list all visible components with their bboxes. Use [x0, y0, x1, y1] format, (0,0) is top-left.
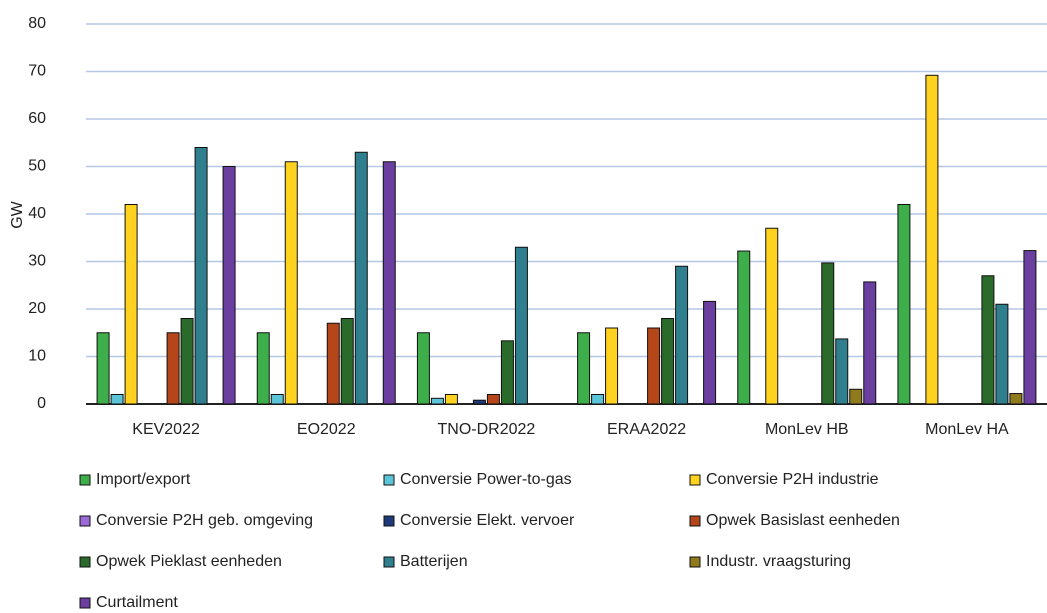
bar — [256, 332, 270, 405]
legend-swatch — [689, 474, 701, 486]
bar — [486, 394, 500, 405]
legend-swatch — [79, 556, 91, 568]
y-tick-label: 80 — [28, 15, 46, 32]
legend-swatch — [79, 474, 91, 486]
bar — [472, 399, 486, 405]
y-tick-label: 10 — [28, 348, 46, 365]
y-tick-label: 50 — [28, 158, 46, 175]
bar — [1009, 393, 1023, 405]
x-tick-label: KEV2022 — [132, 421, 200, 438]
bar — [661, 318, 675, 405]
y-axis-label: GW — [9, 200, 26, 228]
bar — [605, 327, 619, 405]
y-tick-label: 60 — [28, 110, 46, 127]
legend-label: Conversie Power-to-gas — [400, 471, 572, 488]
legend-swatch — [383, 556, 395, 568]
legend-swatch — [383, 474, 395, 486]
bar — [675, 265, 689, 405]
y-tick-label: 30 — [28, 253, 46, 270]
bar — [340, 318, 354, 405]
bar — [737, 250, 751, 405]
bar — [995, 303, 1009, 405]
bar — [194, 147, 208, 405]
bar — [703, 300, 717, 405]
legend-label: Opwek Basislast eenheden — [706, 512, 900, 529]
bar — [354, 151, 368, 405]
legend-swatch — [79, 515, 91, 527]
y-tick-label: 40 — [28, 205, 46, 222]
bar — [166, 332, 180, 405]
bar — [96, 332, 110, 405]
bar — [270, 394, 284, 405]
bar — [514, 246, 528, 405]
bar — [577, 332, 591, 405]
bar — [284, 161, 298, 405]
bar — [925, 74, 939, 405]
legend-swatch — [689, 556, 701, 568]
legend-label: Conversie P2H industrie — [706, 471, 879, 488]
bar — [124, 204, 138, 405]
y-tick-label: 70 — [28, 63, 46, 80]
bar — [647, 327, 661, 405]
bar — [981, 275, 995, 405]
bar — [416, 332, 430, 405]
legend-label: Conversie Elekt. vervoer — [400, 512, 575, 529]
bar — [835, 338, 849, 405]
bar — [430, 397, 444, 405]
y-tick-label: 0 — [37, 395, 46, 412]
legend-label: Opwek Pieklast eenheden — [96, 553, 282, 570]
x-tick-label: EO2022 — [297, 421, 356, 438]
legend-swatch — [689, 515, 701, 527]
bar — [863, 281, 877, 405]
legend-label: Batterijen — [400, 553, 468, 570]
legend-label: Import/export — [96, 471, 191, 488]
bar — [591, 394, 605, 405]
legend-label: Conversie P2H geb. omgeving — [96, 512, 313, 529]
legend-label: Industr. vraagsturing — [706, 553, 851, 570]
legend-swatch — [383, 515, 395, 527]
x-tick-label: MonLev HB — [765, 421, 849, 438]
legend-swatch — [79, 597, 91, 609]
bar — [326, 322, 340, 405]
bar — [222, 166, 236, 405]
x-tick-label: TNO-DR2022 — [438, 421, 536, 438]
bar — [500, 340, 514, 405]
bar — [897, 204, 911, 405]
x-tick-label: ERAA2022 — [607, 421, 686, 438]
bar — [110, 394, 124, 405]
y-tick-label: 20 — [28, 300, 46, 317]
bar — [382, 161, 396, 405]
bar — [444, 394, 458, 405]
legend-label: Curtailment — [96, 594, 178, 611]
bar — [1023, 250, 1037, 405]
bar — [821, 262, 835, 405]
bar — [849, 388, 863, 405]
bar — [180, 318, 194, 405]
bar — [765, 227, 779, 405]
x-tick-label: MonLev HA — [925, 421, 1009, 438]
